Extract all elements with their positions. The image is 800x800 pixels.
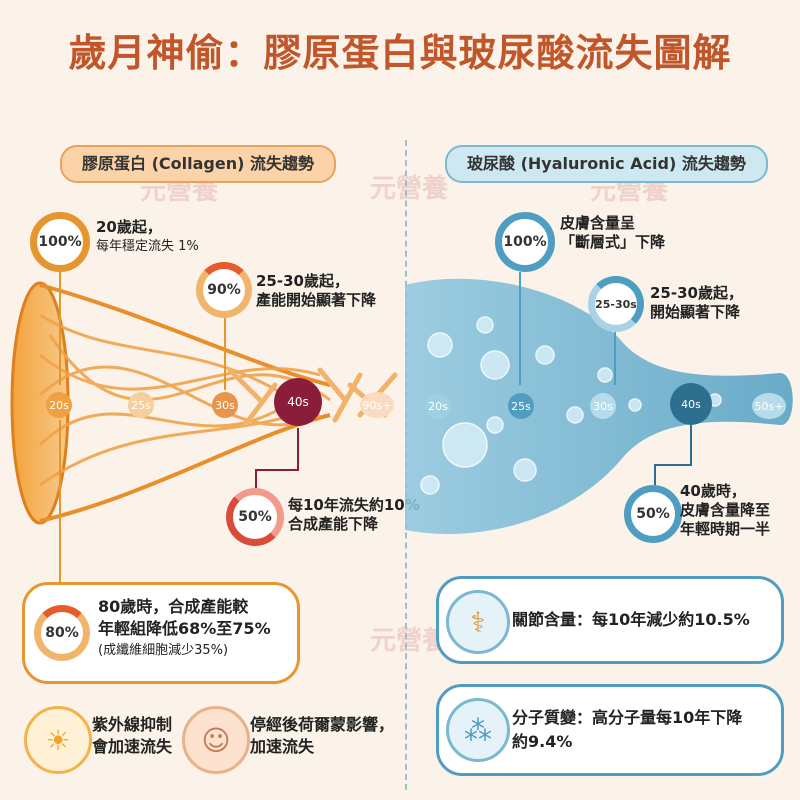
percent-label: 80% bbox=[45, 625, 79, 641]
joint-icon: ⚕ bbox=[446, 590, 510, 654]
collagen-50-text: 每10年流失約10% 合成產能下降 bbox=[288, 496, 420, 534]
hyaluronic-age-40s: 40s bbox=[670, 383, 712, 425]
collagen-90-ring: 90% bbox=[196, 262, 252, 318]
hyaluronic-50-ring: 50% bbox=[624, 485, 682, 543]
watermark: 元營養 bbox=[370, 626, 449, 656]
text-line: 停經後荷爾蒙影響， bbox=[250, 715, 395, 734]
hyaluronic-age-30s: 30s bbox=[590, 393, 616, 419]
hyaluronic-50-text: 40歲時， 皮膚含量降至 年輕時期一半 bbox=[680, 482, 770, 539]
collagen-80-ring: 80% bbox=[34, 605, 90, 661]
watermark: 元營養 bbox=[370, 174, 449, 204]
hyaluronic-100-text: 皮膚含量呈 「斷層式」下降 bbox=[560, 214, 665, 252]
molecular-text: 分子質變：高分子量每10年下降 約9.4% bbox=[512, 706, 742, 754]
text-line: 25-30歲起， bbox=[650, 284, 743, 302]
collagen-age-20s: 20s bbox=[46, 392, 72, 418]
sun-icon: ☀ bbox=[24, 706, 92, 774]
hyaluronic-100-ring: 100% bbox=[495, 212, 555, 272]
connector-line bbox=[519, 272, 692, 485]
connector-line bbox=[59, 272, 299, 585]
joint-text: 關節含量：每10年減少約10.5% bbox=[512, 610, 750, 629]
uv-factor-text: 紫外線抑制會加速流失 bbox=[92, 714, 172, 758]
woman-face-icon: ☺ bbox=[182, 706, 250, 774]
text-line: 開始顯著下降 bbox=[650, 303, 741, 321]
text-line: 80歲時，合成產能較 bbox=[98, 597, 249, 616]
text-note: (成纖維細胞減少35%) bbox=[98, 643, 229, 658]
text-line: 每年穩定流失 1% bbox=[96, 239, 199, 254]
collagen-90-text: 25-30歲起， 產能開始顯著下降 bbox=[256, 272, 376, 310]
collagen-100-ring: 100% bbox=[30, 212, 90, 272]
text-line: 40歲時， bbox=[680, 482, 746, 500]
text-line: 會加速流失 bbox=[92, 737, 173, 756]
text-line: 「斷層式」下降 bbox=[560, 233, 666, 251]
collagen-50-ring: 50% bbox=[226, 488, 284, 546]
collagen-100-text: 20歲起， 每年穩定流失 1% bbox=[96, 218, 199, 256]
text-line: 25-30歲起， bbox=[256, 272, 349, 290]
collagen-age-25s: 25s bbox=[128, 392, 154, 418]
text-line: 年輕組降低68%至75% bbox=[98, 619, 271, 638]
hyaluronic-age-50s: 50s+ bbox=[752, 393, 786, 419]
text-line: 分子質變：高分子量每10年下降 bbox=[512, 708, 743, 727]
hyaluronic-header: 玻尿酸 (Hyaluronic Acid) 流失趨勢 bbox=[445, 145, 768, 183]
percent-label: 90% bbox=[207, 282, 241, 298]
text-line: 20歲起， bbox=[96, 218, 162, 236]
text-line: 約9.4% bbox=[512, 732, 573, 751]
hyaluronic-age-20s: 20s bbox=[425, 393, 451, 419]
text-line: 合成產能下降 bbox=[288, 515, 379, 533]
molecule-icon: ⁂ bbox=[446, 698, 510, 762]
text-line: 加速流失 bbox=[250, 737, 315, 756]
collagen-fiber-illustration bbox=[10, 281, 398, 525]
collagen-age-90s: 90s+ bbox=[360, 392, 394, 418]
hyaluronic-age-25s: 25s bbox=[508, 393, 534, 419]
text-line: 皮膚含量呈 bbox=[560, 214, 636, 232]
text-line: 年輕時期一半 bbox=[680, 520, 771, 538]
collagen-header: 膠原蛋白 (Collagen) 流失趨勢 bbox=[60, 145, 336, 183]
collagen-age-40s: 40s bbox=[274, 378, 322, 426]
text-line: 紫外線抑制 bbox=[92, 715, 173, 734]
hyaluronic-2530-text: 25-30歲起， 開始顯著下降 bbox=[650, 284, 743, 322]
text-line: 皮膚含量降至 bbox=[680, 501, 771, 519]
percent-label: 50% bbox=[636, 506, 670, 522]
page-title: 歲月神偷：膠原蛋白與玻尿酸流失圖解 bbox=[68, 31, 732, 75]
hyaluronic-2530-ring: 25-30s bbox=[588, 276, 644, 332]
text-line: 每10年流失約10% bbox=[288, 496, 420, 514]
percent-label: 25-30s bbox=[595, 297, 637, 311]
collagen-age-30s: 30s bbox=[212, 392, 238, 418]
percent-label: 100% bbox=[38, 234, 82, 250]
percent-label: 100% bbox=[503, 234, 547, 250]
text-line: 產能開始顯著下降 bbox=[256, 291, 377, 309]
percent-label: 50% bbox=[238, 509, 272, 525]
collagen-80-text: 80歲時，合成產能較年輕組降低68%至75% (成纖維細胞減少35%) bbox=[98, 596, 271, 662]
menopause-factor-text: 停經後荷爾蒙影響， 加速流失 bbox=[250, 714, 394, 758]
